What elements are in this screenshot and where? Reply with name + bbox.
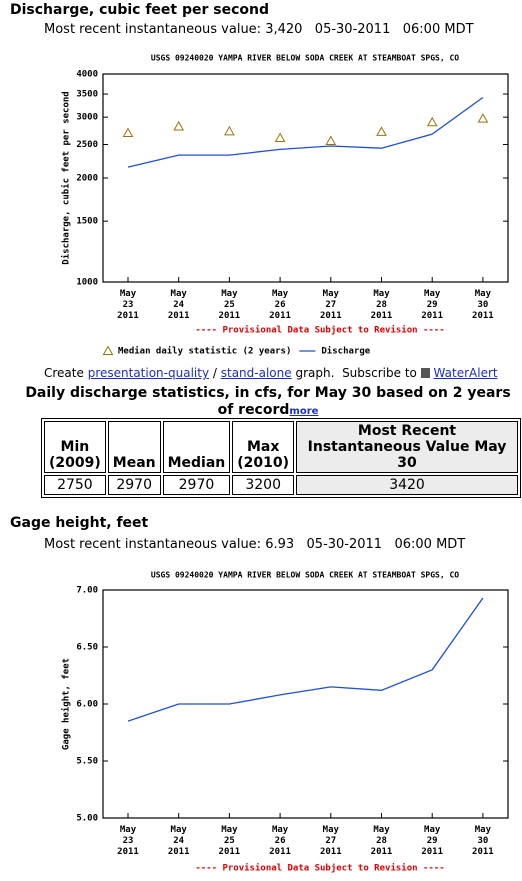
y-axis-label: Gage height, feet [61, 658, 72, 750]
x-tick-label: May 25 2011 [218, 289, 241, 321]
y-tick-label: 5.00 [76, 814, 98, 824]
cell: 3420 [296, 475, 518, 495]
y-tick-label: 5.50 [76, 757, 98, 767]
x-tick-label: May 23 2011 [117, 825, 139, 857]
y-tick-label: 1500 [76, 217, 98, 227]
y-tick-label: 6.50 [76, 643, 98, 653]
y-tick-label: 3500 [76, 90, 98, 100]
chart: USGS 09240020 YAMPA RIVER BELOW SODA CRE… [61, 54, 509, 357]
plot-frame [102, 589, 509, 819]
median-marker [173, 120, 185, 131]
text: Subscribe to [342, 366, 417, 380]
x-tick-label: May 27 2011 [319, 289, 342, 321]
header-row: Min (2009) Mean Median Max (2010) Most Recen… [44, 421, 518, 473]
link[interactable]: WaterAlert [433, 366, 498, 380]
recent-value: Most recent instantaneous value: 3,420 0… [44, 22, 474, 37]
chart: USGS 09240020 YAMPA RIVER BELOW SODA CRE… [61, 571, 509, 874]
footnote: ---- Provisional Data Subject to Revisio… [195, 325, 444, 336]
x-tick-label: May 23 2011 [117, 289, 139, 321]
column-header: Median [162, 421, 231, 473]
y-tick-label: 2000 [76, 174, 98, 184]
x-tick-label: May 27 2011 [319, 825, 342, 857]
y-axis-label: Discharge, cubic feet per second [61, 91, 72, 264]
legend-marker [102, 345, 114, 355]
x-tick-label: May 29 2011 [421, 289, 444, 321]
stats-table: Min (2009) Mean Median Max (2010) Most Recen… [41, 418, 521, 498]
x-tick-label: May 29 2011 [421, 825, 444, 857]
plot-frame [102, 73, 509, 283]
text: / [212, 366, 217, 380]
x-tick-label: May 26 2011 [269, 825, 291, 857]
x-tick-label: May 30 2011 [472, 289, 494, 321]
column-header: Min (2009) [44, 421, 106, 473]
cell: 3200 [232, 475, 295, 495]
y-tick-label: 7.00 [76, 586, 98, 596]
median-marker [274, 132, 286, 143]
x-tick-label: May 25 2011 [218, 825, 241, 857]
y-tick-label: 4000 [76, 70, 98, 80]
legend-label: Discharge [321, 346, 370, 357]
median-marker [325, 135, 337, 145]
cell: 2970 [107, 475, 161, 495]
data-line [127, 597, 484, 722]
x-tick-label: May 30 2011 [472, 825, 494, 857]
x-tick-label: May 28 2011 [370, 825, 393, 857]
link[interactable]: presentation-quality [87, 366, 210, 380]
median-marker [376, 126, 387, 136]
link[interactable]: stand-alone [220, 366, 292, 380]
heading: Gage height, feet [10, 515, 149, 531]
median-marker [477, 113, 489, 123]
x-tick-label: May 28 2011 [370, 289, 393, 321]
chart-title: USGS 09240020 YAMPA RIVER BELOW SODA CRE… [151, 54, 459, 63]
y-tick-label: 6.00 [76, 700, 98, 710]
median-marker [224, 125, 235, 136]
text: graph. [295, 366, 335, 380]
row: 2750 2970 2970 3200 3420 [44, 475, 518, 495]
links: Create presentation-quality / stand-alon… [44, 366, 498, 380]
y-tick-label: 3000 [76, 113, 98, 123]
median-marker [426, 116, 438, 127]
footnote: ---- Provisional Data Subject to Revisio… [195, 863, 444, 874]
column-header: Max (2010) [232, 421, 295, 473]
plot-area [122, 96, 489, 168]
y-tick-label: 1000 [76, 278, 98, 288]
heading: Discharge, cubic feet per second [10, 2, 270, 18]
median-marker [122, 127, 134, 137]
column-header: Mean [107, 421, 161, 473]
data-line [127, 96, 484, 168]
stats-title: Daily discharge statistics, in cfs, for … [20, 385, 516, 420]
chart-title: USGS 09240020 YAMPA RIVER BELOW SODA CRE… [151, 571, 459, 580]
text: Daily discharge statistics, in cfs, for … [25, 385, 511, 418]
x-tick-label: May 26 2011 [269, 289, 291, 321]
link[interactable]: more [289, 406, 319, 417]
icon [420, 368, 430, 378]
y-tick-label: 2500 [76, 140, 98, 150]
column-header: Most Recent Instantaneous Value May 30 [296, 421, 518, 473]
plot-area [127, 597, 484, 722]
x-tick-label: May 24 2011 [167, 289, 190, 321]
cell: 2970 [162, 475, 231, 495]
text: Create [44, 366, 84, 380]
recent-value: Most recent instantaneous value: 6.93 05… [44, 537, 466, 552]
legend-label: Median daily statistic (2 years) [118, 346, 291, 357]
x-tick-label: May 24 2011 [167, 825, 190, 857]
cell: 2750 [44, 475, 106, 495]
